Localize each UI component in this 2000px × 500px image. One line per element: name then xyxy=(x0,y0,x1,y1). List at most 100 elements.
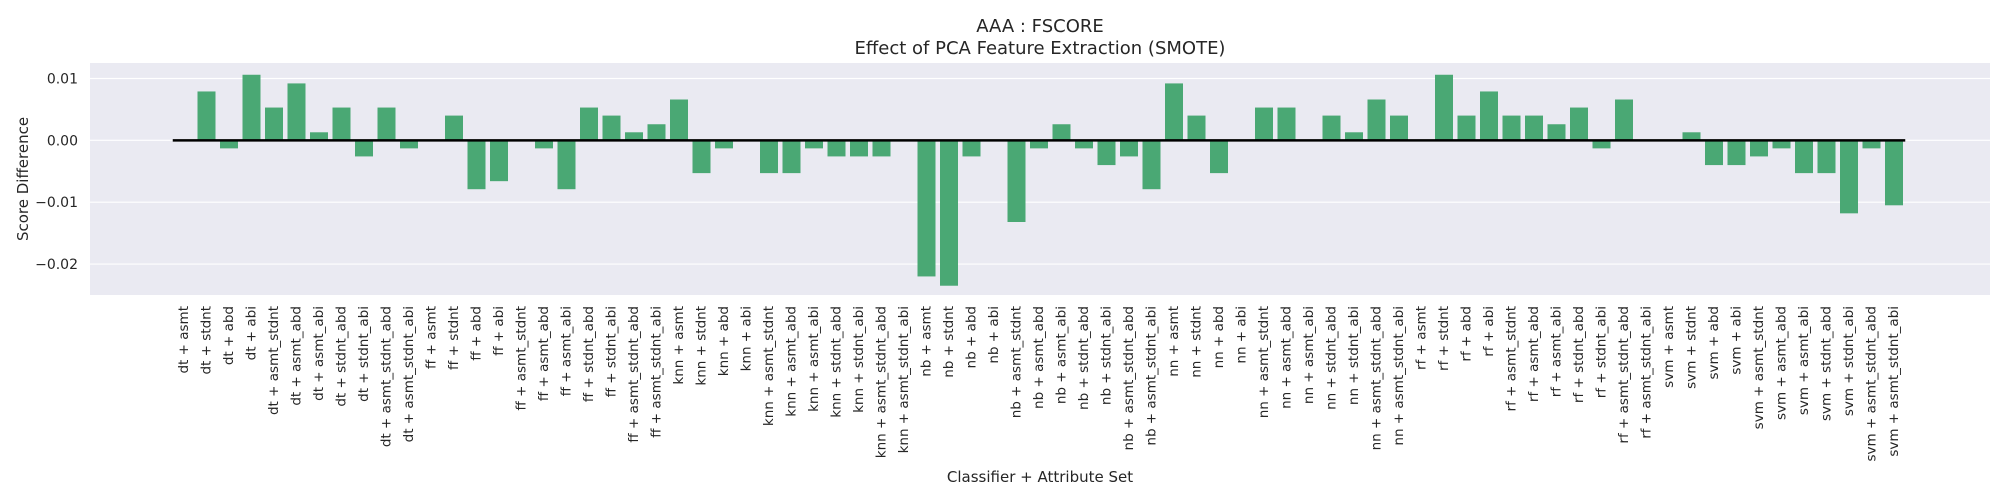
bar xyxy=(490,140,508,182)
x-tick-label: knn + abi xyxy=(739,306,755,371)
x-tick-label: nb + asmt_stdnt_abd xyxy=(1121,306,1137,450)
x-tick-label: svm + asmt_abi xyxy=(1796,306,1812,415)
bar xyxy=(332,107,351,141)
bar xyxy=(1750,140,1768,157)
bar xyxy=(1187,115,1206,141)
x-tick-label: rf + asmt_abi xyxy=(1549,306,1565,397)
x-tick-label: rf + asmt_stdnt_abd xyxy=(1616,306,1632,444)
bar xyxy=(197,91,216,141)
x-tick-label: svm + stdnt xyxy=(1684,306,1700,389)
bar xyxy=(242,74,261,141)
x-tick-label: dt + abd xyxy=(221,306,237,365)
bar xyxy=(1255,107,1273,141)
bar xyxy=(580,107,598,141)
x-tick-label: dt + asmt_stdnt_abd xyxy=(379,306,395,447)
x-tick-label: ff + stdnt_abd xyxy=(581,306,597,402)
x-tick-label: svm + asmt_stdnt_abd xyxy=(1864,306,1880,461)
bar xyxy=(1277,107,1296,141)
y-tick-label: 0.00 xyxy=(47,133,78,149)
bar xyxy=(827,140,846,157)
bar xyxy=(1210,140,1228,174)
y-axis-label: Score Difference xyxy=(14,117,32,241)
bar xyxy=(625,132,643,141)
x-tick-label: nb + stdnt_abd xyxy=(1076,306,1092,410)
x-tick-label: ff + asmt_stdnt xyxy=(514,306,530,410)
x-tick-label: ff + stdnt_abi xyxy=(604,306,620,397)
x-tick-label: knn + stdnt xyxy=(694,306,710,386)
chart-title-line-1: AAA : FSCORE xyxy=(976,16,1104,37)
bar xyxy=(1322,115,1341,141)
x-tick-label: svm + stdnt_abd xyxy=(1819,306,1835,421)
bar xyxy=(872,140,891,157)
bar xyxy=(1502,115,1521,141)
bar xyxy=(1795,140,1813,174)
bar xyxy=(1142,140,1161,190)
bar xyxy=(1817,140,1836,174)
x-tick-label: svm + asmt xyxy=(1661,306,1677,388)
x-tick-label: nb + asmt_stdnt xyxy=(1009,306,1025,418)
x-tick-label: rf + asmt_abd xyxy=(1526,306,1542,402)
bar xyxy=(1547,124,1566,141)
plot-area xyxy=(90,63,1990,295)
x-tick-label: nn + stdnt_abd xyxy=(1324,306,1340,410)
bar xyxy=(377,107,396,141)
x-tick-label: rf + stdnt xyxy=(1436,306,1452,371)
y-tick-label: −0.02 xyxy=(35,257,78,273)
bar xyxy=(962,140,981,157)
x-tick-label: nn + stdnt_abi xyxy=(1346,306,1362,405)
x-tick-label: nb + abd xyxy=(964,306,980,368)
bar xyxy=(1007,140,1026,222)
bar xyxy=(602,115,621,141)
bar xyxy=(1165,83,1183,141)
bar xyxy=(1727,140,1746,166)
x-tick-label: ff + asmt_abd xyxy=(536,306,552,401)
bars xyxy=(197,74,1903,286)
bar xyxy=(1345,132,1363,141)
x-tick-label: nb + asmt_abd xyxy=(1031,306,1047,409)
x-tick-labels: dt + asmt dt + stdnt dt + abd dt + abi dt + … xyxy=(176,306,1902,461)
bar xyxy=(670,99,688,141)
x-tick-label: knn + asmt xyxy=(671,306,687,385)
x-tick-label: svm + abd xyxy=(1706,306,1722,379)
x-axis-label: Classifier + Attribute Set xyxy=(947,468,1133,486)
x-tick-label: svm + asmt_abd xyxy=(1774,306,1790,420)
bar xyxy=(1862,140,1881,149)
chart-title-line-2: Effect of PCA Feature Extraction (SMOTE) xyxy=(855,38,1226,59)
x-tick-label: nb + stdnt xyxy=(941,306,957,378)
x-tick-label: rf + stdnt_abi xyxy=(1594,306,1610,398)
x-tick-label: nn + asmt_abd xyxy=(1279,306,1295,409)
x-tick-label: dt + stdnt xyxy=(199,306,215,375)
bar xyxy=(760,140,778,174)
bar xyxy=(557,140,576,190)
x-tick-label: knn + asmt_abd xyxy=(784,306,800,417)
bar xyxy=(220,140,238,149)
bar xyxy=(310,132,328,141)
bar xyxy=(265,107,283,141)
x-tick-label: dt + stdnt_abd xyxy=(334,306,350,407)
bar xyxy=(850,140,868,157)
x-tick-label: nn + stdnt xyxy=(1189,306,1205,378)
bar xyxy=(917,140,936,277)
x-tick-label: rf + asmt_stdnt_abi xyxy=(1639,306,1655,439)
x-tick-label: rf + asmt xyxy=(1414,306,1430,370)
bar xyxy=(1682,132,1701,141)
bar xyxy=(445,115,463,141)
bar xyxy=(1097,140,1116,166)
x-tick-label: svm + stdnt_abi xyxy=(1841,306,1857,416)
x-tick-label: knn + stdnt_abd xyxy=(829,306,845,418)
bar xyxy=(1480,91,1498,141)
bar xyxy=(1390,115,1408,141)
x-tick-label: ff + asmt xyxy=(424,306,440,369)
x-tick-label: rf + stdnt_abd xyxy=(1571,306,1587,403)
bar xyxy=(535,140,553,149)
bar xyxy=(1075,140,1093,149)
x-tick-label: dt + stdnt_abi xyxy=(356,306,372,402)
x-tick-label: knn + stdnt_abi xyxy=(851,306,867,413)
bar xyxy=(692,140,711,174)
x-tick-label: nn + abd xyxy=(1211,306,1227,368)
y-tick-label: −0.01 xyxy=(35,195,78,211)
bar xyxy=(1570,107,1588,141)
x-tick-label: dt + asmt_stdnt xyxy=(266,306,282,415)
x-tick-label: nb + stdnt_abi xyxy=(1099,306,1115,405)
chart-title: AAA : FSCORE Effect of PCA Feature Extra… xyxy=(855,16,1226,59)
